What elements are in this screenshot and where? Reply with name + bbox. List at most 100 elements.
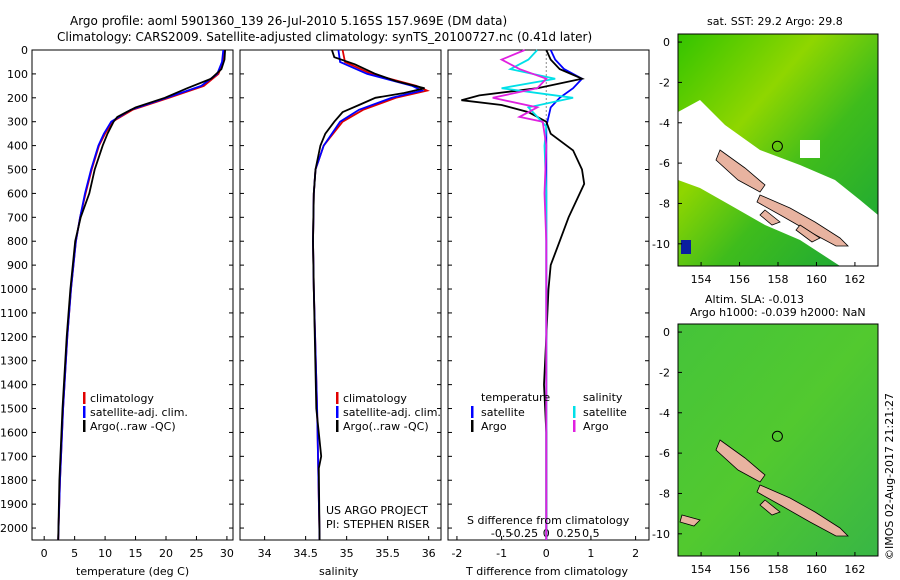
temperature-legend: climatology satellite-adj. clim. Argo(..…: [83, 392, 188, 433]
y-tick-label: 1500: [0, 403, 28, 416]
y-tick-label: 0: [21, 44, 28, 57]
legend-swatch-climatology: [83, 392, 86, 404]
y-tick-label: 1100: [0, 307, 28, 320]
legend-swatch-argo: [83, 420, 86, 432]
legend-header-temperature: temperature: [481, 391, 550, 404]
x-tick-label: 10: [98, 547, 112, 560]
legend-label-climatology: climatology: [90, 392, 154, 405]
salinity-axis-label: salinity: [319, 565, 359, 578]
lines-layer: [57, 49, 586, 541]
map-y-tick-label: -4: [659, 117, 670, 130]
s-difference-axis-label: S difference from climatology: [467, 514, 630, 527]
map-y-tick-label: -8: [659, 197, 670, 210]
float-position-marker: [771, 140, 783, 152]
y-tick-label: 1200: [0, 331, 28, 344]
x-tick-label: 0: [543, 547, 550, 560]
legend-swatch-temp-argo: [471, 420, 474, 432]
top-tick-label: -0.5: [491, 527, 512, 540]
legend-swatch-satellite: [83, 406, 86, 418]
y-tick-label: 200: [7, 92, 28, 105]
sst-cloud-mask-small: [800, 140, 820, 158]
series-line: [501, 49, 574, 540]
island-shape: [756, 484, 849, 537]
x-tick-label: 35.5: [375, 547, 400, 560]
salinity-legend: climatology satellite-adj. clim. Argo(..…: [336, 392, 441, 433]
legend-swatch-sal-argo: [573, 420, 576, 432]
map-y-tick-label: -2: [659, 76, 670, 89]
pi-label: PI: STEPHEN RISER: [326, 518, 430, 531]
y-tick-label: 1700: [0, 450, 28, 463]
credit-label: ©IMOS 02-Aug-2017 21:21:27: [883, 393, 896, 560]
project-label: US ARGO PROJECT: [326, 504, 428, 517]
sla-map-title: Altim. SLA: -0.013: [705, 293, 804, 306]
y-tick-label: 1000: [0, 283, 28, 296]
island-shape: [756, 194, 849, 247]
sst-map: sat. SST: 29.2 Argo: 29.8: [677, 15, 879, 267]
salinity-panel: [239, 49, 442, 541]
series-line: [57, 49, 226, 541]
y-tick-label: 700: [7, 211, 28, 224]
figure-title-line2: Climatology: CARS2009. Satellite-adjuste…: [57, 30, 592, 44]
map-x-tick-label: 162: [844, 563, 865, 576]
x-tick-label: -1: [496, 547, 507, 560]
x-tick-label: 34: [258, 547, 272, 560]
t-difference-axis-label: T difference from climatology: [465, 565, 628, 578]
legend-swatch-satellite: [336, 406, 339, 418]
top-tick-label: 0.5: [582, 527, 600, 540]
map-x-tick-label: 158: [768, 273, 789, 286]
y-tick-label: 300: [7, 116, 28, 129]
island-shape: [679, 514, 701, 527]
series-line: [312, 49, 425, 541]
legend-label-argo: Argo(..raw -QC): [90, 420, 176, 433]
difference-legend: temperature salinity satellite Argo sate…: [471, 391, 627, 433]
x-tick-label: 20: [159, 547, 173, 560]
map-y-tick-label: -6: [659, 447, 670, 460]
sla-map: Altim. SLA: -0.013 Argo h1000: -0.039 h2…: [677, 293, 879, 557]
x-tick-label: 5: [71, 547, 78, 560]
top-tick-label: -0.25: [510, 527, 538, 540]
series-line: [492, 49, 548, 540]
legend-swatch-argo: [336, 420, 339, 432]
x-tick-label: 1: [587, 547, 594, 560]
map-y-tick-label: -4: [659, 407, 670, 420]
temperature-axis-label: temperature (deg C): [76, 565, 189, 578]
legend-label-argo: Argo(..raw -QC): [343, 420, 429, 433]
float-position-marker: [771, 430, 783, 442]
legend-swatch-temp-satellite: [471, 406, 474, 418]
map-y-tick-label: 0: [663, 36, 670, 49]
sst-cold-patch: [681, 240, 691, 254]
y-tick-label: 800: [7, 235, 28, 248]
legend-label-sal-satellite: satellite: [583, 406, 627, 419]
legend-label-climatology: climatology: [343, 392, 407, 405]
y-tick-label: 600: [7, 187, 28, 200]
map-y-tick-label: -10: [652, 528, 670, 541]
legend-label-satellite: satellite-adj. clim.: [90, 406, 188, 419]
sla-map-subtitle: Argo h1000: -0.039 h2000: NaN: [690, 306, 866, 319]
island-shape: [715, 439, 766, 483]
y-tick-label: 100: [7, 68, 28, 81]
map-axes: 154 156 158 160 162 0 -2 -4 -6 -8 -10 154 156 158 160 1…: [652, 36, 865, 576]
y-tick-label: 500: [7, 164, 28, 177]
map-y-tick-label: 0: [663, 326, 670, 339]
island-shape: [715, 149, 766, 193]
map-y-tick-label: -6: [659, 157, 670, 170]
island-shape: [795, 224, 821, 243]
series-line: [312, 49, 430, 541]
map-y-tick-label: -10: [652, 238, 670, 251]
sst-map-title: sat. SST: 29.2 Argo: 29.8: [707, 15, 843, 28]
map-x-tick-label: 156: [729, 563, 750, 576]
y-tick-label: 1800: [0, 474, 28, 487]
difference-panel: [447, 49, 650, 541]
map-x-tick-label: 158: [768, 563, 789, 576]
legend-label-temp-satellite: satellite: [481, 406, 525, 419]
map-x-tick-label: 154: [691, 563, 712, 576]
y-tick-label: 900: [7, 259, 28, 272]
temperature-panel: [31, 49, 234, 541]
island-shape: [759, 209, 781, 226]
x-tick-label: 25: [189, 547, 203, 560]
x-tick-label: 35: [340, 547, 354, 560]
x-tick-label: 30: [220, 547, 234, 560]
series-line: [312, 49, 425, 541]
x-tick-label: 2: [632, 547, 639, 560]
